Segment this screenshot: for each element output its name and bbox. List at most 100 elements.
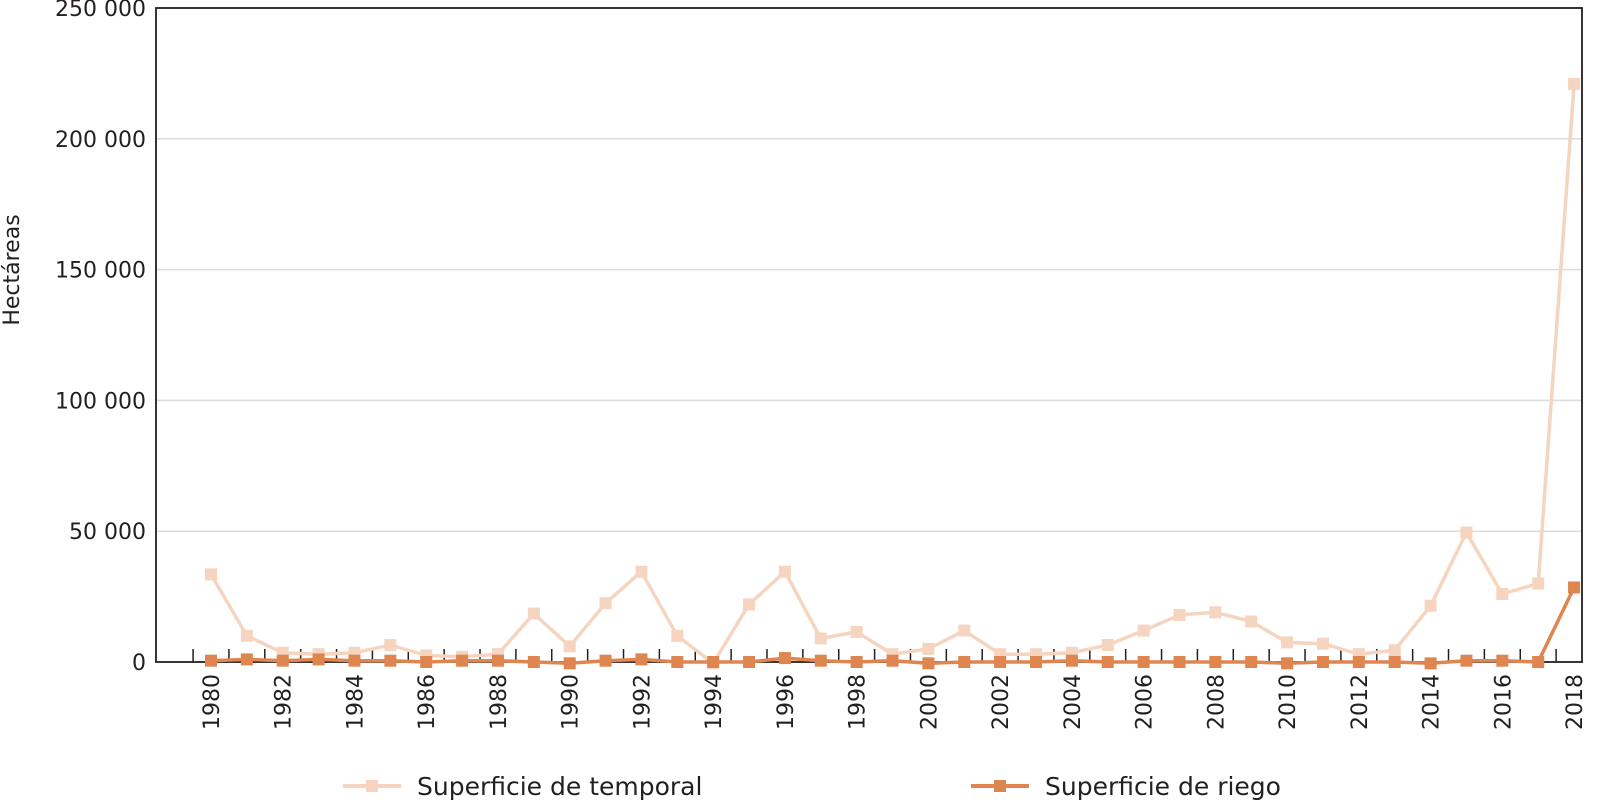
y-axis-ticks: 0 50 000 100 000 150 000 200 000 250 000 <box>55 0 146 676</box>
data-point <box>456 654 469 667</box>
data-point <box>1568 77 1581 90</box>
data-point <box>1245 656 1258 668</box>
legend: Superficie de temporal Superficie de rieg… <box>343 772 1281 801</box>
y-tick-label: 50 000 <box>69 520 146 545</box>
data-point <box>527 656 540 668</box>
data-point <box>1424 599 1437 612</box>
x-tick-label: 1992 <box>630 674 655 730</box>
data-point <box>420 656 433 668</box>
x-tick-label: 1980 <box>200 674 225 730</box>
series-layer <box>205 77 1581 670</box>
gridlines <box>156 7 1582 532</box>
data-point <box>1281 636 1294 649</box>
x-tick-label: 1994 <box>702 674 727 730</box>
data-point <box>205 568 217 581</box>
data-point <box>1137 656 1150 668</box>
data-point <box>1532 577 1545 590</box>
data-point <box>1460 526 1473 539</box>
data-point <box>743 598 756 611</box>
y-axis-title: Hectáreas <box>0 214 25 325</box>
legend-label: Superficie de riego <box>1045 772 1281 801</box>
x-tick-label: 1984 <box>343 674 368 730</box>
series-riego <box>205 581 1581 670</box>
data-point <box>1532 656 1545 668</box>
data-point <box>205 654 217 667</box>
data-point <box>563 657 576 670</box>
x-tick-label: 1982 <box>272 674 297 730</box>
series-temporal <box>205 77 1581 670</box>
y-tick-label: 250 000 <box>55 0 146 22</box>
data-point <box>348 654 361 667</box>
x-tick-label: 2016 <box>1491 674 1516 730</box>
x-tick-label: 2004 <box>1061 674 1086 730</box>
data-point <box>527 607 540 620</box>
axes <box>155 7 1583 663</box>
plot-frame <box>155 7 1583 663</box>
data-point <box>1424 657 1437 670</box>
data-point <box>1316 637 1329 650</box>
data-point <box>635 565 648 578</box>
x-tick-label: 2006 <box>1133 674 1158 730</box>
data-point <box>312 653 325 666</box>
data-point <box>1496 654 1509 667</box>
x-tick-label: 2010 <box>1276 674 1301 730</box>
data-point <box>1281 657 1294 670</box>
data-point <box>850 625 863 638</box>
data-point <box>743 656 756 668</box>
data-point <box>384 654 397 667</box>
data-point <box>1460 654 1473 667</box>
x-tick-label: 2000 <box>917 674 942 730</box>
y-tick-label: 150 000 <box>55 259 146 284</box>
data-point <box>563 640 576 653</box>
data-point <box>1137 624 1150 637</box>
y-tick-label: 100 000 <box>55 389 146 414</box>
x-tick-label: 1986 <box>415 674 440 730</box>
data-point <box>850 656 863 668</box>
y-tick-label: 0 <box>132 651 146 676</box>
data-point <box>491 654 504 667</box>
x-tick-label: 2002 <box>989 674 1014 730</box>
x-tick-label: 2012 <box>1348 674 1373 730</box>
data-point <box>778 652 791 665</box>
data-point <box>814 654 827 667</box>
x-tick-label: 1996 <box>774 674 799 730</box>
legend-item: Superficie de riego <box>971 772 1281 801</box>
data-point <box>814 632 827 645</box>
data-point <box>1352 656 1365 668</box>
data-point <box>1388 656 1401 668</box>
data-point <box>635 653 648 666</box>
x-tick-label: 1988 <box>487 674 512 730</box>
data-point <box>599 654 612 667</box>
data-point <box>958 624 971 637</box>
data-point <box>276 654 289 667</box>
data-point <box>707 656 720 668</box>
data-point <box>384 638 397 651</box>
data-point <box>1173 656 1186 668</box>
data-point <box>922 657 935 670</box>
data-point <box>1101 638 1114 651</box>
data-point <box>1209 606 1222 619</box>
data-point <box>599 597 612 610</box>
data-point <box>958 656 971 668</box>
data-point <box>778 565 791 578</box>
data-point <box>671 629 684 642</box>
x-tick-label: 1998 <box>846 674 871 730</box>
data-point <box>886 654 899 667</box>
data-point <box>1388 644 1401 657</box>
data-point <box>240 653 253 666</box>
x-tick-label: 2014 <box>1420 674 1445 730</box>
legend-item: Superficie de temporal <box>343 772 702 801</box>
data-point <box>1316 656 1329 668</box>
data-point <box>994 656 1007 668</box>
x-tick-label: 2018 <box>1563 674 1588 730</box>
data-point <box>671 656 684 668</box>
data-point <box>1568 581 1581 594</box>
data-point <box>1065 654 1078 667</box>
x-tick-label: 2008 <box>1204 674 1229 730</box>
x-tick-label: 1990 <box>559 674 584 730</box>
data-point <box>1030 656 1043 668</box>
series-line <box>209 83 1576 666</box>
data-point <box>922 642 935 655</box>
